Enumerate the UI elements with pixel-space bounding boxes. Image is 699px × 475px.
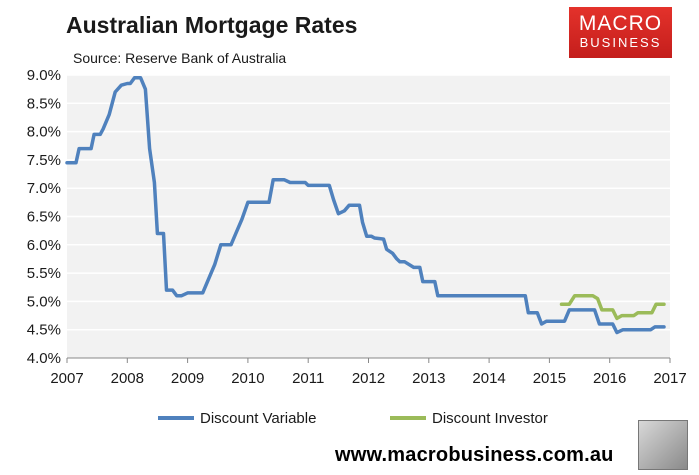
y-tick-label: 8.5% (27, 95, 61, 112)
x-tick-label: 2015 (533, 370, 566, 387)
x-tick-label: 2012 (352, 370, 385, 387)
chart-title: Australian Mortgage Rates (66, 12, 358, 38)
fox-logo-icon (638, 420, 688, 470)
y-tick-label: 6.0% (27, 237, 61, 254)
macrobusiness-logo: MACRO BUSINESS (569, 7, 672, 58)
legend-label: Discount Investor (432, 410, 548, 427)
x-tick-label: 2017 (653, 370, 686, 387)
x-tick-label: 2011 (292, 370, 324, 387)
x-tick-label: 2009 (171, 370, 204, 387)
y-tick-label: 5.0% (27, 293, 61, 310)
y-tick-label: 7.0% (27, 180, 61, 197)
y-tick-label: 5.5% (27, 265, 61, 282)
y-tick-label: 4.0% (27, 350, 61, 367)
x-tick-label: 2014 (472, 370, 505, 387)
x-tick-label: 2010 (231, 370, 264, 387)
y-tick-label: 8.0% (27, 124, 61, 141)
y-tick-label: 9.0% (27, 67, 61, 84)
legend-label: Discount Variable (200, 410, 316, 427)
y-tick-label: 7.5% (27, 152, 61, 169)
logo-line-business: BUSINESS (579, 35, 662, 50)
website-url: www.macrobusiness.com.au (335, 444, 614, 466)
y-tick-label: 6.5% (27, 209, 61, 226)
logo-line-macro: MACRO (578, 12, 663, 35)
x-tick-label: 2008 (111, 370, 144, 387)
x-tick-label: 2016 (593, 370, 626, 387)
chart-subtitle: Source: Reserve Bank of Australia (73, 50, 287, 66)
series-line-discount-variable (65, 76, 666, 335)
series-line-discount-investor (559, 293, 666, 321)
x-tick-label: 2013 (412, 370, 445, 387)
x-tick-label: 2007 (50, 370, 83, 387)
y-tick-label: 4.5% (27, 322, 61, 339)
